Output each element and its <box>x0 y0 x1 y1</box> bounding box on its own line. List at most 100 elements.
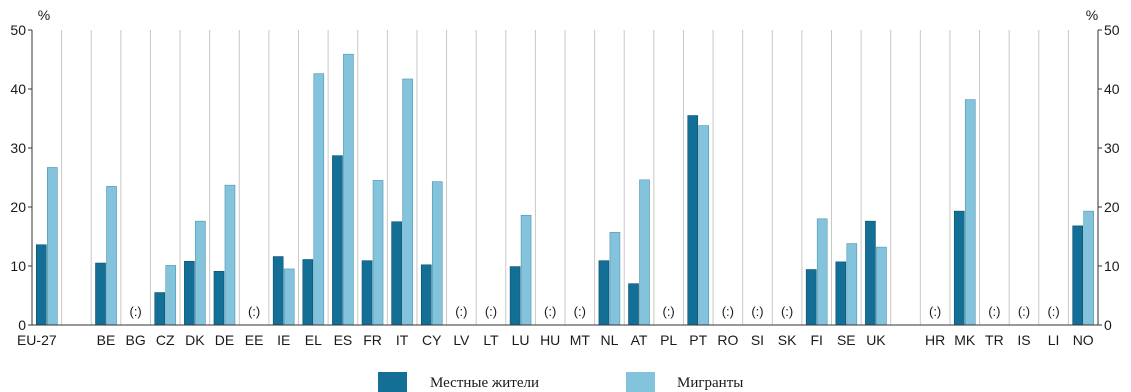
bar-natives-fi <box>805 269 817 326</box>
bar-natives-nl <box>598 260 610 326</box>
na-label-hr: (:) <box>929 304 941 319</box>
na-label-tr: (:) <box>988 304 1000 319</box>
bar-natives-eu-27 <box>36 244 47 326</box>
bar-migrants-mk <box>964 99 976 326</box>
bar-natives-mk <box>953 210 965 326</box>
x-tick-label-sk: SK <box>778 332 797 348</box>
bar-migrants-fr <box>372 180 384 326</box>
y-tick-label-left: 0 <box>18 317 26 333</box>
x-tick-label-cz: CZ <box>156 332 175 348</box>
x-tick-label-at: AT <box>631 332 648 348</box>
bar-migrants-ie <box>283 268 295 326</box>
y-tick-label-right: 30 <box>1104 140 1120 156</box>
x-tick-label-de: DE <box>215 332 234 348</box>
bar-migrants-eu-27 <box>47 167 58 326</box>
x-tick-label-lt: LT <box>483 332 499 348</box>
bar-natives-be <box>95 262 106 326</box>
axes <box>28 29 1102 326</box>
bars <box>36 53 1094 326</box>
y-tick-label-right: 40 <box>1104 81 1120 97</box>
bar-migrants-be <box>106 186 117 326</box>
x-tick-label-be: BE <box>97 332 116 348</box>
bar-migrants-de <box>224 184 236 326</box>
x-tick-label-bg: BG <box>126 332 146 348</box>
y-tick-label-right: 10 <box>1104 258 1120 274</box>
x-tick-label-si: SI <box>751 332 764 348</box>
bar-migrants-at <box>639 179 650 326</box>
bar-natives-es <box>332 155 343 326</box>
x-tick-label-no: NO <box>1073 332 1094 348</box>
bar-natives-uk <box>865 220 876 326</box>
x-tick-label-pl: PL <box>660 332 677 348</box>
x-tick-label-hr: HR <box>925 332 945 348</box>
bar-natives-el <box>302 259 314 326</box>
x-tick-label-el: EL <box>305 332 322 348</box>
bar-migrants-pt <box>698 125 710 326</box>
bar-migrants-se <box>846 243 858 326</box>
na-label-mt: (:) <box>574 304 586 319</box>
legend-swatch-natives <box>378 372 407 392</box>
bar-migrants-dk <box>195 220 206 326</box>
x-tick-label-nl: NL <box>600 332 618 348</box>
y-tick-label-right: 20 <box>1104 199 1120 215</box>
bar-migrants-it <box>402 78 413 326</box>
bar-natives-at <box>628 283 639 326</box>
x-tick-label-tr: TR <box>985 332 1004 348</box>
bar-natives-no <box>1072 225 1083 326</box>
x-tick-label-is: IS <box>1017 332 1030 348</box>
na-label-hu: (:) <box>544 304 556 319</box>
x-tick-label-ie: IE <box>277 332 290 348</box>
na-label-lt: (:) <box>485 304 497 319</box>
na-label-is: (:) <box>1018 304 1030 319</box>
grid-lines <box>61 30 1069 325</box>
bar-natives-it <box>391 221 402 326</box>
bar-migrants-uk <box>876 246 887 326</box>
x-tick-label-fr: FR <box>363 332 382 348</box>
y-tick-label-left: 10 <box>10 258 26 274</box>
legend-label-natives: Местные жители <box>430 375 539 391</box>
x-tick-label-es: ES <box>334 332 353 348</box>
x-tick-label-uk: UK <box>866 332 886 348</box>
legend-swatch-migrants <box>626 372 655 392</box>
x-tick-label-mk: MK <box>954 332 976 348</box>
bar-natives-se <box>835 261 847 326</box>
bar-natives-cy <box>420 264 432 326</box>
x-tick-label-se: SE <box>837 332 856 348</box>
x-tick-label-lv: LV <box>453 332 470 348</box>
y-unit-label-right: % <box>1086 7 1098 23</box>
na-label-bg: (:) <box>129 304 141 319</box>
x-tick-label-ee: EE <box>245 332 264 348</box>
x-tick-label-pt: PT <box>689 332 707 348</box>
bar-natives-lu <box>509 266 521 326</box>
x-tick-label-mt: MT <box>570 332 591 348</box>
bar-natives-ie <box>272 256 284 326</box>
y-tick-label-left: 20 <box>10 199 26 215</box>
na-label-si: (:) <box>751 304 763 319</box>
x-tick-label-lu: LU <box>512 332 530 348</box>
bar-migrants-lu <box>520 214 532 326</box>
bar-natives-dk <box>184 260 195 326</box>
na-label-li: (:) <box>1047 304 1059 319</box>
na-label-ee: (:) <box>248 304 260 319</box>
bar-natives-cz <box>154 292 166 326</box>
na-label-ro: (:) <box>722 304 734 319</box>
bar-migrants-cy <box>431 181 443 326</box>
x-tick-label-li: LI <box>1048 332 1060 348</box>
labels: 0 0 10 10 20 20 30 30 40 40 50 50% % EU-27 BE (:) BG CZ DK… <box>10 7 1119 348</box>
y-tick-label-right: 0 <box>1104 317 1112 333</box>
x-tick-label-hu: HU <box>540 332 560 348</box>
y-unit-label-left: % <box>38 7 50 23</box>
bar-migrants-el <box>313 73 325 326</box>
bar-migrants-nl <box>609 232 621 326</box>
legend-label-migrants: Мигранты <box>677 375 743 391</box>
legend: Местные жители Мигранты <box>378 372 743 392</box>
y-tick-label-right: 50 <box>1104 22 1120 38</box>
bar-migrants-cz <box>165 265 177 326</box>
x-tick-label-it: IT <box>396 332 409 348</box>
bar-natives-fr <box>361 260 373 326</box>
na-label-sk: (:) <box>781 304 793 319</box>
y-tick-label-left: 40 <box>10 81 26 97</box>
x-tick-label-cy: CY <box>422 332 442 348</box>
x-tick-label-ro: RO <box>717 332 738 348</box>
